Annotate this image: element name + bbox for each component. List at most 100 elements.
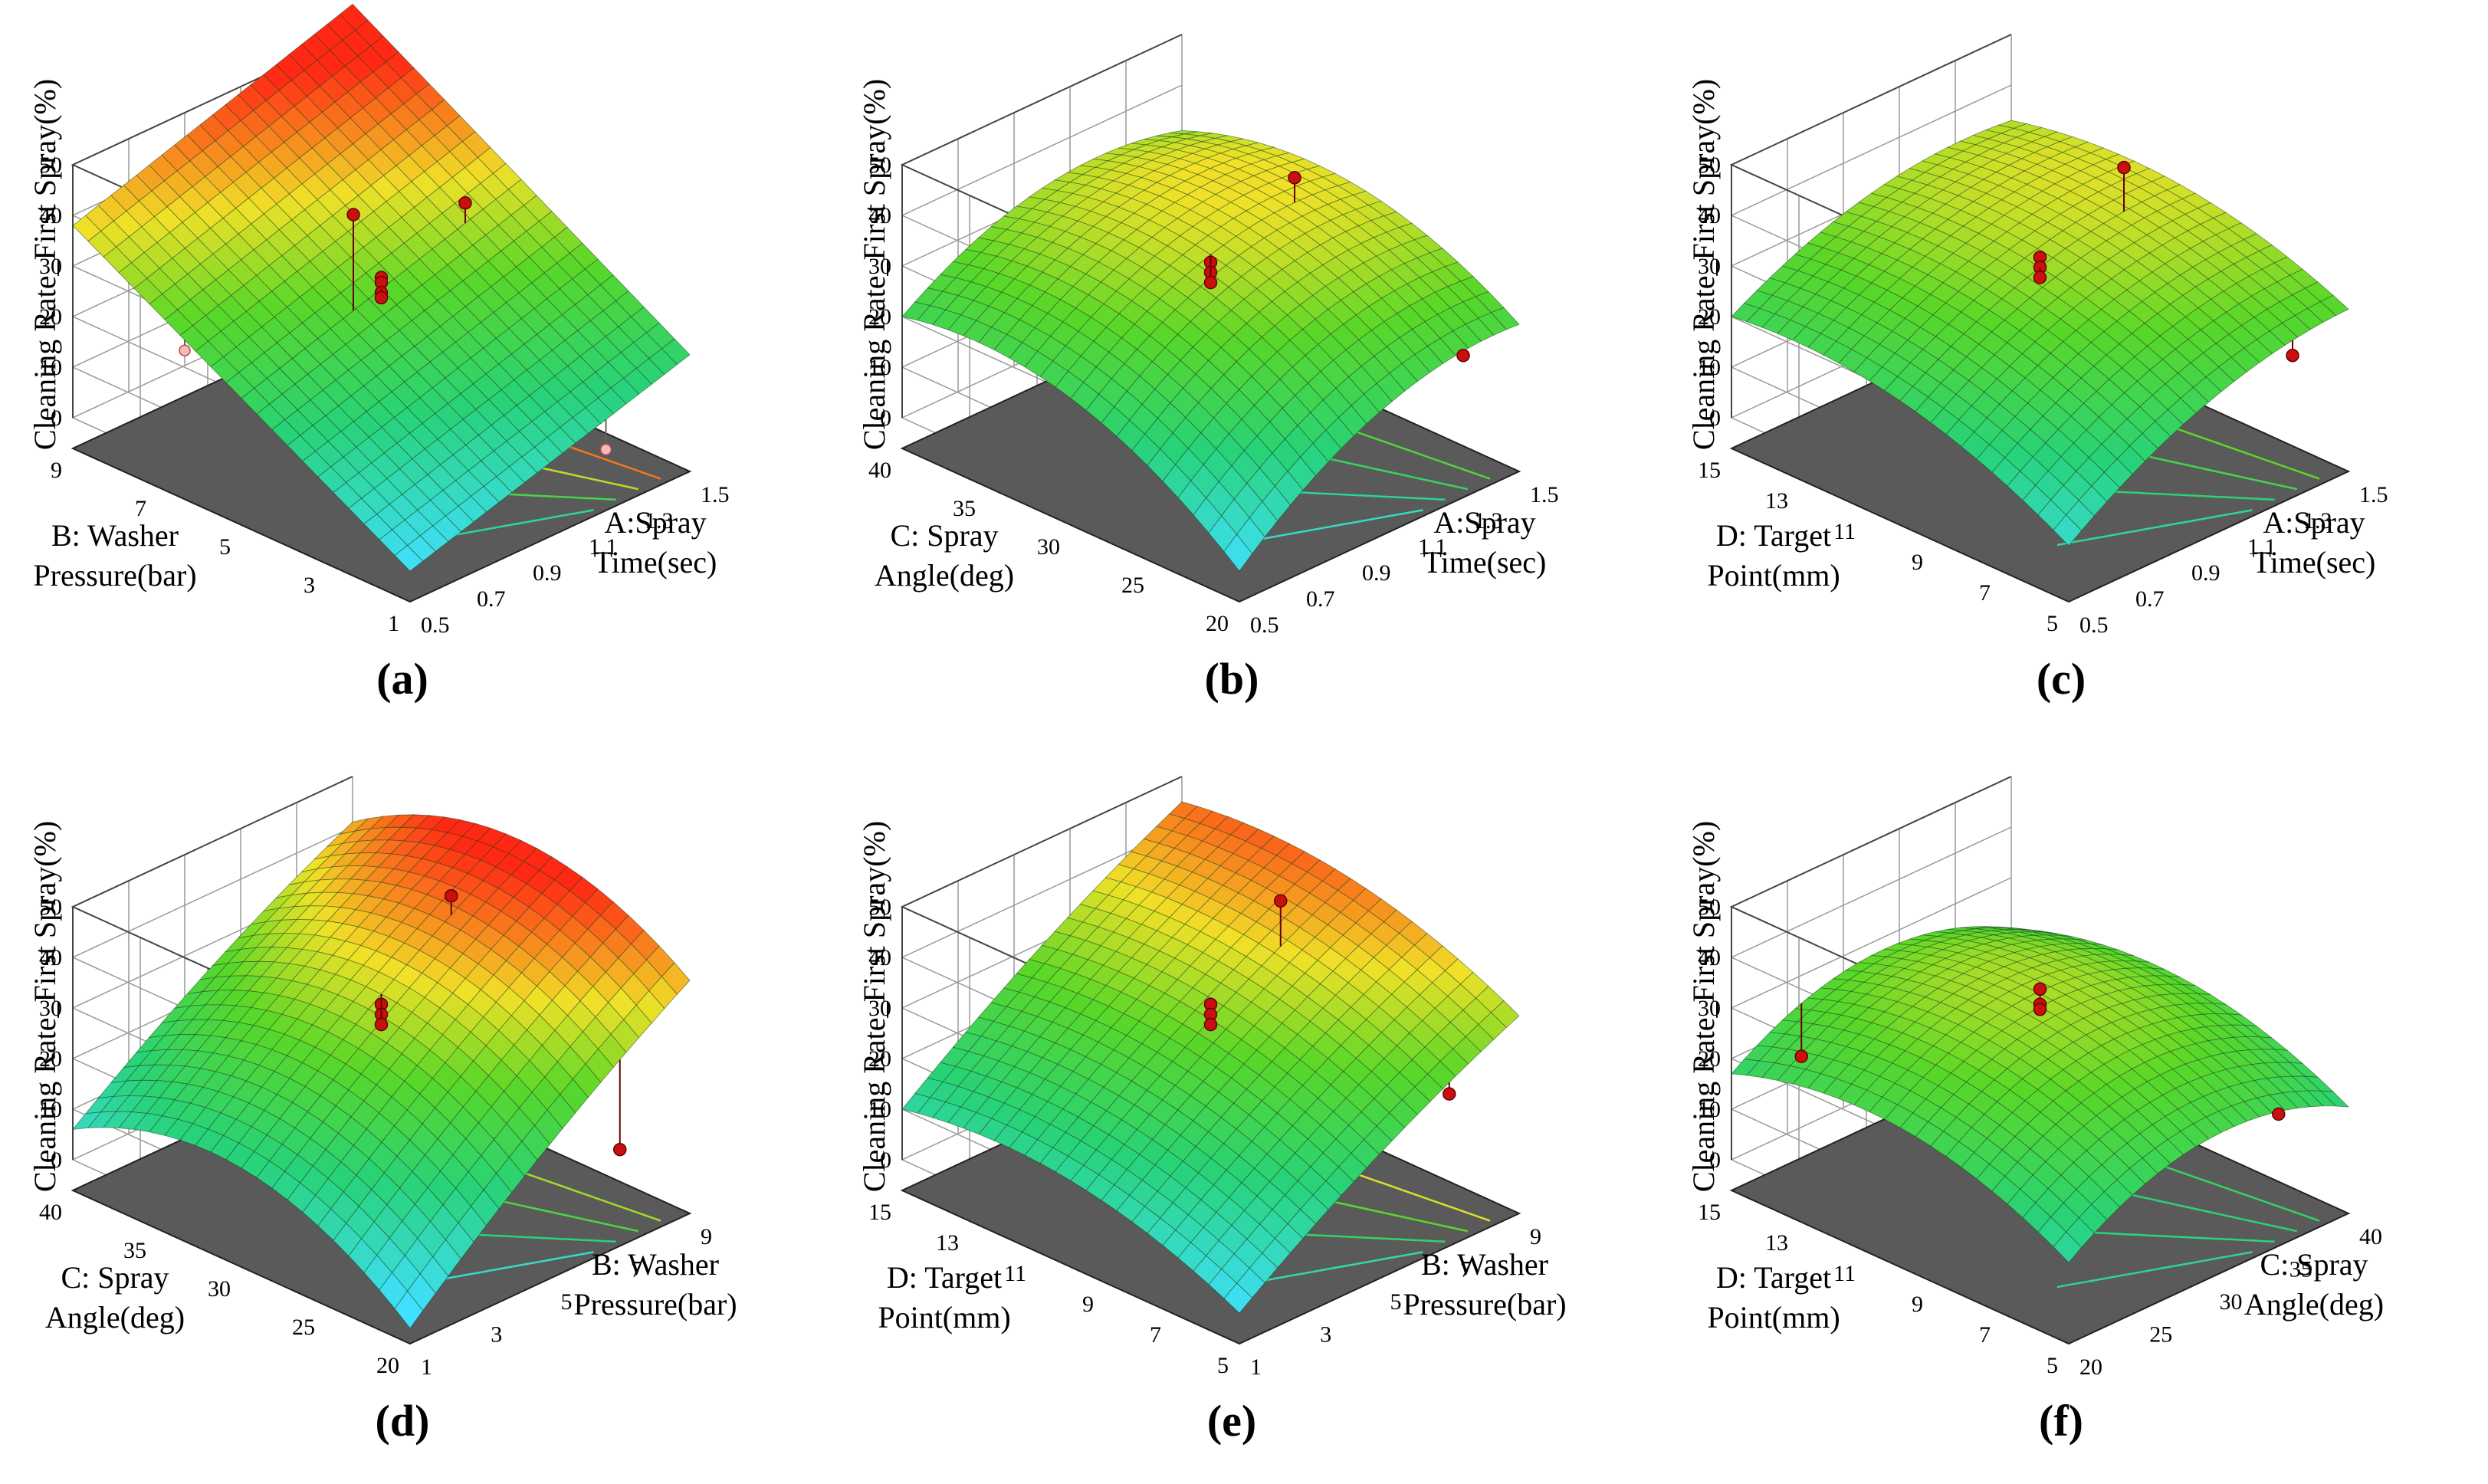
x-axis-label: Time(sec) bbox=[594, 545, 717, 579]
x-tick-label: 1.1 bbox=[589, 534, 618, 560]
z-tick-label: 10 bbox=[39, 355, 62, 380]
y-tick-label: 9 bbox=[1912, 550, 1923, 575]
x-axis-label: C: Spray bbox=[2260, 1247, 2368, 1282]
x-tick-label: 0.7 bbox=[477, 586, 506, 612]
x-tick-label: 1.3 bbox=[645, 508, 674, 534]
y-tick-label: 40 bbox=[868, 458, 891, 483]
z-tick-label: 20 bbox=[39, 304, 62, 330]
z-tick-label: 0 bbox=[51, 1147, 62, 1173]
y-tick-label: 5 bbox=[2047, 1353, 2058, 1378]
x-tick-label: 1.1 bbox=[1418, 534, 1447, 560]
z-tick-label: 50 bbox=[1698, 895, 1721, 920]
z-tick-label: 20 bbox=[868, 304, 891, 330]
x-axis: 20 25 30 35 40C: Spray Angle(deg) bbox=[2079, 1224, 2384, 1380]
y-axis-label: B: Washer bbox=[51, 518, 179, 553]
z-tick-label: 40 bbox=[868, 203, 891, 228]
z-tick-label: 0 bbox=[880, 405, 891, 431]
y-tick-label: 25 bbox=[292, 1315, 315, 1340]
response-surface bbox=[1731, 926, 2350, 1263]
z-tick-label: 30 bbox=[868, 254, 891, 279]
y-tick-label: 9 bbox=[1912, 1292, 1923, 1317]
z-tick-label: 50 bbox=[868, 895, 891, 920]
design-point-marker bbox=[2033, 271, 2047, 284]
z-tick-label: 30 bbox=[868, 996, 891, 1021]
x-tick-label: 1 bbox=[1250, 1354, 1262, 1380]
y-axis-label: D: Target bbox=[1716, 518, 1831, 553]
design-points-above bbox=[1794, 982, 2286, 1121]
y-axis-label: C: Spray bbox=[890, 518, 998, 553]
surface-cell bbox=[1223, 534, 1253, 572]
x-tick-label: 1.5 bbox=[2359, 482, 2388, 507]
panel-c: 0 10 20 30 40 50 Cleaning Rate_First Spray(%) 0… bbox=[1659, 0, 2488, 742]
response-surface bbox=[72, 3, 691, 572]
z-axis-label: Cleaning Rate_First Spray(%) bbox=[857, 821, 891, 1192]
response-surface bbox=[901, 801, 1520, 1314]
y-tick-label: 1 bbox=[388, 611, 399, 636]
x-tick-label: 0.5 bbox=[421, 612, 450, 638]
surface-cell bbox=[1223, 1282, 1253, 1314]
design-point-marker bbox=[458, 196, 472, 210]
y-tick-label: 5 bbox=[2047, 611, 2058, 636]
z-tick-label: 30 bbox=[1698, 254, 1721, 279]
panel-label: (b) bbox=[1205, 654, 1259, 704]
design-point-marker bbox=[599, 443, 612, 456]
x-tick-label: 0.7 bbox=[2135, 586, 2165, 612]
x-axis-label: Pressure(bar) bbox=[573, 1287, 737, 1321]
design-point-marker bbox=[1288, 171, 1301, 185]
z-tick-label: 0 bbox=[1709, 405, 1721, 431]
y-tick-label: 7 bbox=[135, 496, 146, 521]
panel-label: (a) bbox=[376, 654, 428, 704]
x-tick-label: 1.3 bbox=[1474, 508, 1503, 534]
panel-b: 0 10 20 30 40 50 Cleaning Rate_First Spray(%) 0… bbox=[829, 0, 1659, 742]
y-tick-label: 5 bbox=[219, 534, 231, 560]
y-tick-label: 9 bbox=[51, 458, 62, 483]
x-axis-label: Time(sec) bbox=[2253, 545, 2376, 579]
x-tick-label: 0.5 bbox=[2079, 612, 2109, 638]
y-tick-label: 30 bbox=[1037, 534, 1060, 560]
y-tick-label: 13 bbox=[1765, 1230, 1788, 1256]
design-point-marker bbox=[2117, 160, 2131, 175]
panel-label: (f) bbox=[2039, 1396, 2083, 1446]
design-point-marker bbox=[374, 291, 389, 305]
y-axis-label: C: Spray bbox=[61, 1260, 169, 1295]
z-axis-label: Cleaning Rate_First Spray(%) bbox=[1686, 79, 1721, 450]
response-surface bbox=[1731, 120, 2349, 547]
z-tick-label: 0 bbox=[51, 405, 62, 431]
z-tick-label: 40 bbox=[868, 945, 891, 970]
z-tick-label: 10 bbox=[1698, 355, 1721, 380]
x-tick-label: 0.5 bbox=[1250, 612, 1279, 638]
x-axis: 0.5 0.7 0.9 1.1 1.3 1.5A:Spray Time(sec) bbox=[2079, 482, 2388, 638]
x-tick-label: 1.5 bbox=[701, 482, 730, 507]
x-axis-label: A:Spray bbox=[2263, 505, 2365, 540]
panel-e: 0 10 20 30 40 50 Cleaning Rate_First Spray(%) 1… bbox=[829, 742, 1659, 1484]
surface-cell bbox=[2053, 514, 2083, 547]
x-tick-label: 7 bbox=[1460, 1257, 1472, 1282]
surface-cell bbox=[394, 1290, 424, 1329]
y-axis: 20 25 30 35 40 C: Spray Angle(deg) bbox=[39, 1200, 399, 1378]
y-tick-label: 35 bbox=[953, 496, 976, 521]
panel-label: (d) bbox=[376, 1396, 430, 1446]
x-axis-label: Angle(deg) bbox=[2244, 1287, 2384, 1321]
design-point-marker bbox=[1443, 1087, 1456, 1101]
design-point-marker bbox=[346, 208, 360, 222]
y-axis-label: D: Target bbox=[1716, 1260, 1831, 1295]
x-tick-label: 7 bbox=[631, 1257, 642, 1282]
design-point-marker bbox=[1203, 275, 1218, 290]
y-axis: 5 7 9 11 13 15 D: Target Point(mm) bbox=[1698, 1200, 2058, 1378]
design-point-marker bbox=[445, 888, 458, 903]
z-tick-label: 50 bbox=[39, 895, 62, 920]
x-axis: 1 3 5 7 9B: Washer Pressure(bar) bbox=[421, 1224, 737, 1380]
y-axis: 20 25 30 35 40 C: Spray Angle(deg) bbox=[868, 458, 1229, 636]
z-tick-label: 0 bbox=[1709, 1147, 1721, 1173]
x-tick-label: 5 bbox=[561, 1289, 573, 1315]
panel-label: (c) bbox=[2037, 654, 2086, 704]
z-tick-label: 40 bbox=[1698, 945, 1721, 970]
